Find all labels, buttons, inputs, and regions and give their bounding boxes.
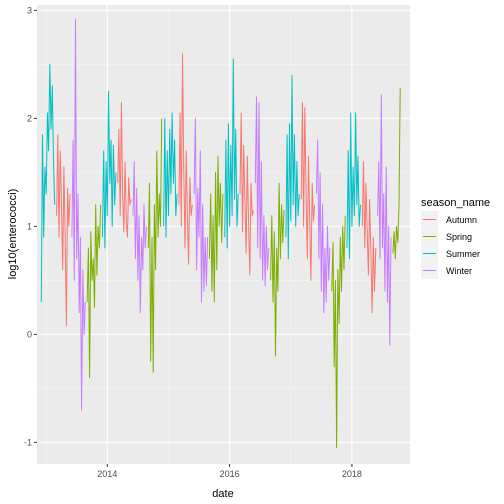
series-summer xyxy=(40,58,361,303)
minor-gridlines xyxy=(37,5,410,464)
series-line-winter xyxy=(132,161,147,314)
y-tick-label: 1 xyxy=(27,221,32,231)
series-line-summer xyxy=(285,74,300,260)
series-line-summer xyxy=(163,112,178,238)
major-gridlines xyxy=(37,5,410,464)
series-line-winter xyxy=(315,139,331,314)
series-line-summer xyxy=(40,63,56,303)
y-tick-label: -1 xyxy=(24,437,32,447)
legend-label-spring: Spring xyxy=(446,232,472,242)
series-line-winter xyxy=(254,96,270,287)
series-line-summer xyxy=(346,112,361,260)
legend-label-autumn: Autumn xyxy=(446,215,477,225)
x-tick-label: 2014 xyxy=(97,469,117,479)
series-line-spring xyxy=(86,204,102,379)
legend: season_name Autumn Spring Summer Winter xyxy=(421,197,490,279)
series-line-spring xyxy=(147,118,163,373)
y-axis-title: log10(enterococci) xyxy=(7,189,19,280)
series-line-autumn xyxy=(239,112,254,276)
series-line-summer xyxy=(224,58,239,249)
x-tick-label: 2018 xyxy=(342,469,362,479)
series-winter xyxy=(71,18,392,411)
x-axis-title: date xyxy=(212,488,233,500)
series-autumn xyxy=(56,53,377,327)
series-line-autumn xyxy=(361,161,377,314)
series-line-winter xyxy=(377,94,392,346)
series-line-spring xyxy=(331,215,346,449)
series-line-autumn xyxy=(117,101,132,238)
series-lines xyxy=(40,18,401,449)
series-line-winter xyxy=(193,117,209,303)
series-spring xyxy=(86,88,401,449)
y-tick-label: 3 xyxy=(27,5,32,15)
legend-title: season_name xyxy=(421,197,490,209)
legend-items: Autumn Spring Summer Winter xyxy=(421,211,480,279)
x-axis: 2014 2016 2018 xyxy=(97,464,362,479)
y-tick-label: 0 xyxy=(27,329,32,339)
series-line-autumn xyxy=(300,101,316,281)
series-line-spring xyxy=(270,182,285,357)
series-line-spring xyxy=(392,88,401,260)
x-tick-label: 2016 xyxy=(220,469,240,479)
series-line-autumn xyxy=(56,134,71,327)
plot-panel xyxy=(37,5,410,464)
series-line-spring xyxy=(208,155,224,303)
legend-label-summer: Summer xyxy=(446,249,480,259)
y-axis: -1 0 1 2 3 xyxy=(24,5,37,447)
legend-label-winter: Winter xyxy=(446,266,472,276)
series-line-summer xyxy=(101,90,117,249)
series-line-winter xyxy=(71,18,86,411)
series-line-autumn xyxy=(178,53,193,265)
y-tick-label: 2 xyxy=(27,113,32,123)
